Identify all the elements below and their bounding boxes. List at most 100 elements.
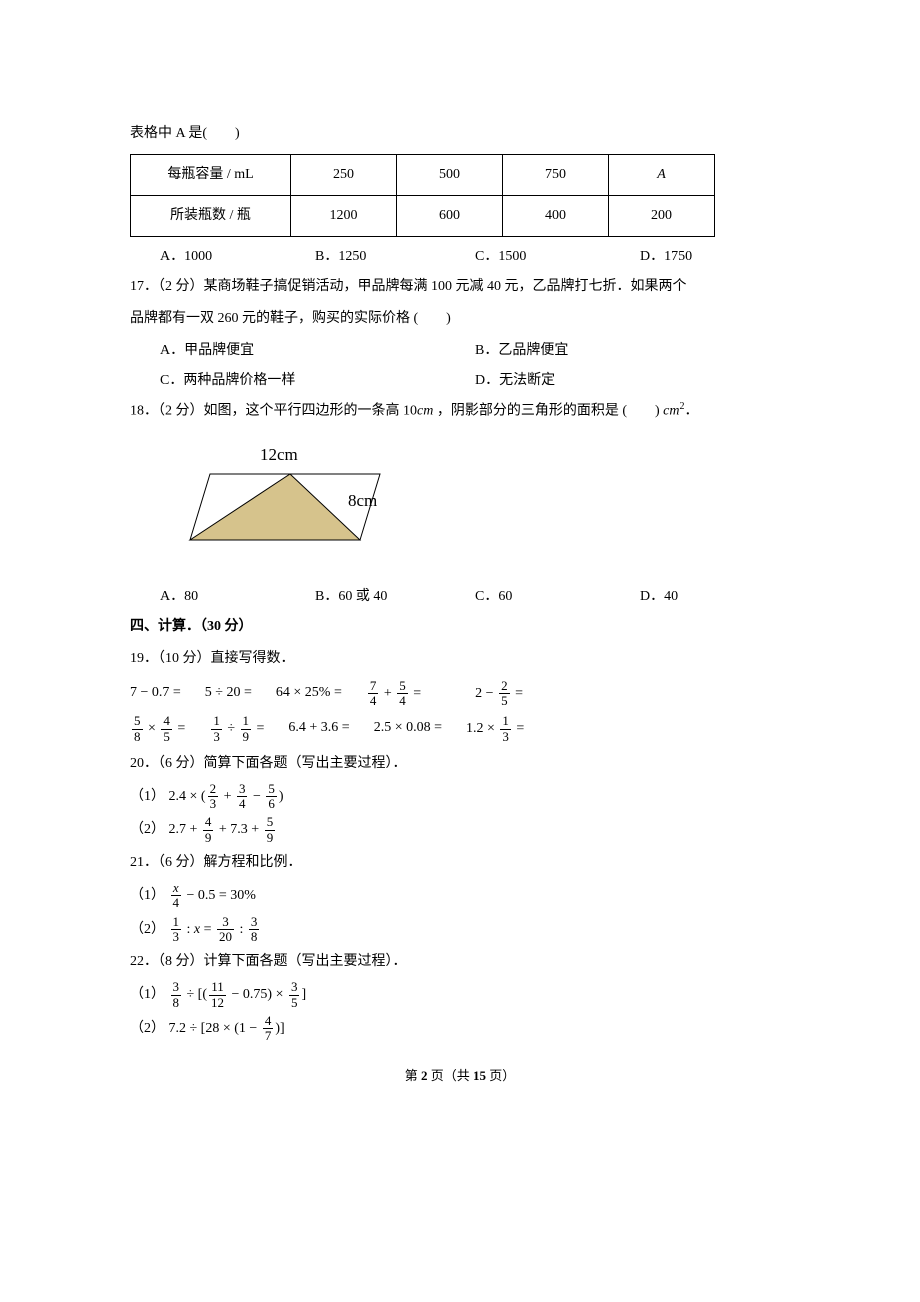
fraction: x4 xyxy=(171,881,182,911)
q21-title: 21．（6 分）解方程和比例． xyxy=(130,849,790,877)
expr: 58 × 45 = xyxy=(130,714,185,744)
footer-total: 15 xyxy=(473,1068,486,1083)
denominator: 5 xyxy=(499,694,510,708)
numerator: 1 xyxy=(171,915,182,930)
q20-1: （1） 2.4 × (23 + 34 − 56) xyxy=(130,782,790,812)
section4-title: 四、计算．（30 分） xyxy=(130,613,790,641)
fraction: 35 xyxy=(289,980,300,1010)
opt-b: B．1250 xyxy=(315,243,475,271)
fraction: 1112 xyxy=(209,980,226,1010)
fraction: 58 xyxy=(132,714,143,744)
op: + 7.3 + xyxy=(215,822,262,837)
cell: 所装瓶数 / 瓶 xyxy=(131,196,291,237)
op: − xyxy=(249,789,264,804)
numerator: 4 xyxy=(203,815,214,830)
pre: （2） 2.7 + xyxy=(130,822,201,837)
expr: 7 − 0.7 = xyxy=(130,679,181,709)
q19-row2: 58 × 45 = 13 ÷ 19 = 6.4 + 3.6 = 2.5 × 0.… xyxy=(130,714,790,744)
cell: 750 xyxy=(503,155,609,196)
q18-mid: ，阴影部分的三角形的面积是 ( ) xyxy=(433,404,663,419)
opt-d: D．40 xyxy=(640,583,678,611)
denominator: 3 xyxy=(500,730,511,744)
op: : xyxy=(236,922,247,937)
expr: 64 × 25% = xyxy=(276,679,342,709)
op: × xyxy=(145,721,160,736)
op: ÷ xyxy=(224,721,239,736)
opt-c: C．1500 xyxy=(475,243,640,271)
denominator: 8 xyxy=(171,996,182,1010)
eq: = xyxy=(410,686,421,701)
footer-pre: 第 xyxy=(405,1068,421,1083)
denominator: 4 xyxy=(368,694,379,708)
opt-a: A．1000 xyxy=(160,243,315,271)
expr: 74 + 5 4 = xyxy=(366,679,421,709)
denominator: 3 xyxy=(211,730,222,744)
fraction: 13 xyxy=(500,714,511,744)
table-row: 每瓶容量 / mL 250 500 750 A xyxy=(131,155,715,196)
op: : x = xyxy=(183,922,215,937)
denominator: 8 xyxy=(132,730,143,744)
numerator: 1 xyxy=(500,714,511,729)
pre: （2） xyxy=(130,922,169,937)
q18-options: A．80 B．60 或 40 C．60 D．40 xyxy=(160,583,790,611)
opt-c: C．60 xyxy=(475,583,640,611)
numerator: 5 xyxy=(266,782,277,797)
expr: 5 ÷ 20 = xyxy=(205,679,252,709)
table-row: 所装瓶数 / 瓶 1200 600 400 200 xyxy=(131,196,715,237)
expr: 13 ÷ 19 = xyxy=(209,714,264,744)
parallelogram-svg: 12cm 8cm xyxy=(160,434,390,564)
op: + xyxy=(380,686,395,701)
cell: 600 xyxy=(397,196,503,237)
numerator: 5 xyxy=(397,679,408,694)
cell: 200 xyxy=(609,196,715,237)
footer-post: 页） xyxy=(486,1068,515,1083)
q18-text: 18．（2 分）如图，这个平行四边形的一条高 10cm ，阴影部分的三角形的面积… xyxy=(130,397,790,426)
fraction: 25 xyxy=(499,679,510,709)
numerator: 3 xyxy=(171,980,182,995)
q17-line1: 17．（2 分）某商场鞋子搞促销活动，甲品牌每满 100 元减 40 元，乙品牌… xyxy=(130,273,790,301)
opt-b: B．乙品牌便宜 xyxy=(475,337,790,365)
cell: 400 xyxy=(503,196,609,237)
fraction: 320 xyxy=(217,915,234,945)
q22-1: （1） 38 ÷ [(1112 − 0.75) × 35] xyxy=(130,980,790,1010)
q16-options: A．1000 B．1250 C．1500 D．1750 xyxy=(160,243,790,271)
denominator: 4 xyxy=(171,896,182,910)
fraction: 74 xyxy=(368,679,379,709)
op: ÷ [( xyxy=(183,987,207,1002)
unit-cm2: cm xyxy=(663,404,679,419)
fraction: 13 xyxy=(211,714,222,744)
eq: = xyxy=(512,686,523,701)
fraction: 56 xyxy=(266,782,277,812)
q20-title: 20．（6 分）简算下面各题（写出主要过程）． xyxy=(130,750,790,778)
denominator: 4 xyxy=(237,797,248,811)
numerator: 5 xyxy=(132,714,143,729)
numerator: 3 xyxy=(217,915,234,930)
op: + xyxy=(220,789,235,804)
op: − 0.75) × xyxy=(228,987,287,1002)
expr: 2 − 25 = xyxy=(475,679,523,709)
expr: 2.5 × 0.08 = xyxy=(374,714,442,744)
eq: = xyxy=(513,721,524,736)
fraction: 23 xyxy=(208,782,219,812)
opt-a: A．80 xyxy=(160,583,315,611)
q20-2: （2） 2.7 + 49 + 7.3 + 59 xyxy=(130,815,790,845)
denominator: 9 xyxy=(241,730,252,744)
opt-d: D．1750 xyxy=(640,243,692,271)
numerator: 2 xyxy=(208,782,219,797)
pre: （1） 2.4 × ( xyxy=(130,789,206,804)
denominator: 3 xyxy=(171,930,182,944)
fraction: 59 xyxy=(265,815,276,845)
q19-title: 19．（10 分）直接写得数． xyxy=(130,645,790,673)
opt-c: C．两种品牌价格一样 xyxy=(160,367,475,395)
page-footer: 第 2 页（共 15 页） xyxy=(130,1063,790,1089)
post: )] xyxy=(275,1021,284,1036)
pre: （1） xyxy=(130,987,169,1002)
q17-line2: 品牌都有一双 260 元的鞋子，购买的实际价格 ( ) xyxy=(130,305,790,333)
denominator: 20 xyxy=(217,930,234,944)
q18-figure: 12cm 8cm xyxy=(160,434,790,575)
fraction: 19 xyxy=(241,714,252,744)
unit-cm: cm xyxy=(417,404,433,419)
numerator: 5 xyxy=(265,815,276,830)
q16-table: 每瓶容量 / mL 250 500 750 A 所装瓶数 / 瓶 1200 60… xyxy=(130,154,715,237)
fig-right-label: 8cm xyxy=(348,491,377,510)
